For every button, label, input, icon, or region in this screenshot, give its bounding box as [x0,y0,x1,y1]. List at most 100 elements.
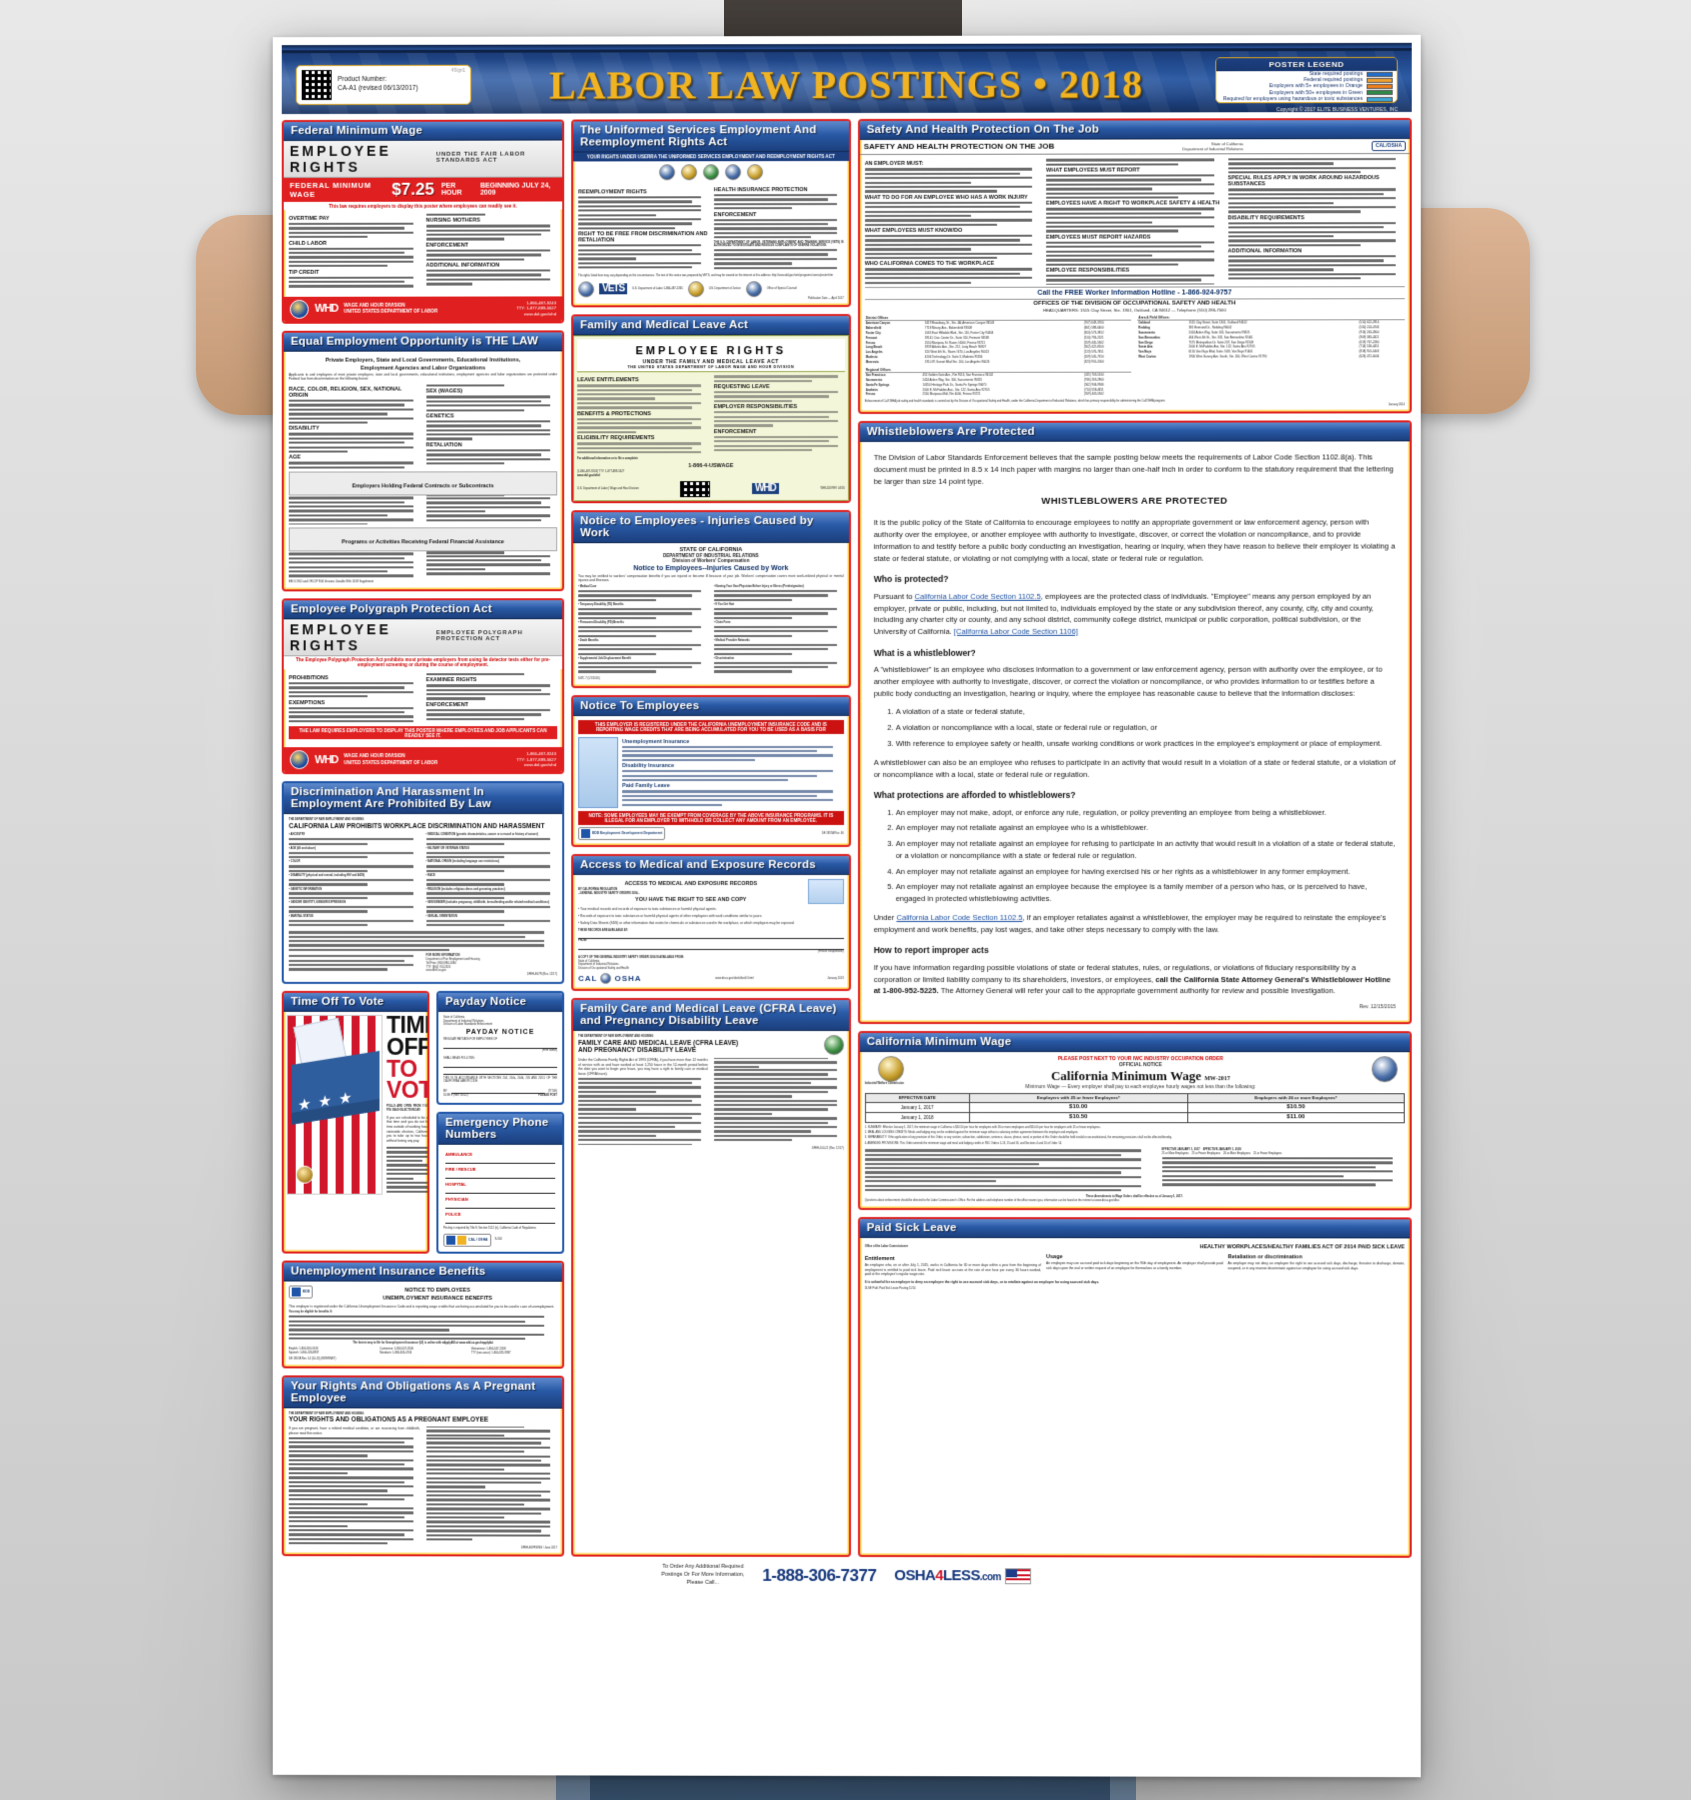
text-lines [425,1437,557,1541]
panel-paid-sick-leave: Paid Sick Leave Office of the Labor Comm… [857,1216,1412,1559]
protected-class: • ANCESTRY [288,833,305,837]
panel-emergency-phone-numbers: Emergency Phone Numbers AMBULANCE FIRE / … [436,1111,565,1254]
osha-regional-table: Regional Offices San Francisco 455 Golden… [864,366,1132,397]
banner-sub: EMPLOYEE POLYGRAPH PROTECTION ACT [436,630,523,643]
labor-code-citation-link[interactable]: [California Labor Code Section 1106] [953,626,1078,636]
payday-form: DLSE 8 (Rev. 05/22) [443,1093,468,1097]
polygraph-red-note: THE LAW REQUIRES EMPLOYERS TO DISPLAY TH… [288,726,558,740]
text-lines [425,865,557,872]
dfeh-form: DFEH-E07R (Rev. 12/17) [526,973,558,977]
agency-contact: 1-866-487-9243 TTY: 1-877-889-5627 www.d… [516,751,556,768]
ui-eapply-note: The fastest way to file for Unemployment… [352,1341,494,1346]
panel-cfra-pregnancy-disability-leave: Family Care and Medical Leave (CFRA Leav… [571,997,851,1558]
osha-section-heading: WHAT EMPLOYEES MUST KNOW/DO [864,227,963,235]
payday-input-line[interactable] [443,1060,558,1068]
wb-answer-3-list: An employer may not make, adopt, or enfo… [896,806,1396,904]
ui-phone-spanish: Spanish: 1-800-326-8937 [288,1351,320,1355]
payday-input-line[interactable] [443,1041,558,1049]
footer-brand[interactable]: OSHA4LESS.com [894,1567,1031,1585]
text-lines [288,892,420,900]
state-seal-icon [877,1055,904,1082]
text-lines [288,931,557,952]
panel-body: Private Employers, State and Local Gover… [284,351,562,589]
panel-heading: Notice To Employees [573,696,849,716]
payday-post-note: PLEASE POST [538,1093,558,1097]
access-title-4: YOU HAVE THE RIGHT TO SEE AND COPY [635,897,747,904]
section-heading: EXEMPTIONS [288,699,325,706]
panel-body: THE DEPARTMENT OF FAIR EMPLOYMENT AND HO… [284,814,562,982]
payday-input-line[interactable] [443,1067,558,1075]
text-lines [578,625,708,638]
emergency-input-line[interactable] [445,1171,556,1179]
section-heading: REEMPLOYMENT RIGHTS [578,189,647,196]
text-lines [713,589,844,602]
emergency-input-line[interactable] [445,1216,556,1224]
emergency-input-line[interactable] [445,1186,556,1194]
notice-note: NOTE: SOME EMPLOYEES MAY BE EXEMPT FROM … [578,810,844,825]
text-lines [425,838,557,845]
access-input-line[interactable] [578,943,844,951]
text-lines [1046,174,1223,199]
footer-phone[interactable]: 1-888-306-7377 [762,1565,877,1585]
wb-answer-2-list: A violation of a state or federal statut… [896,706,1396,750]
seal-icon [745,280,762,297]
text-lines [713,435,845,452]
wb-question-1: Who is protected? [873,574,949,585]
eeo-topic: DISABILITY [288,425,320,432]
legend-color-swatch [1366,90,1393,96]
area-field-office-row: West Covina 1906 West Garvey Ave. South, … [1138,354,1405,359]
osha-section-heading: EMPLOYEES MUST REPORT HAZARDS [1046,234,1151,241]
text-lines [288,1315,557,1341]
dir-seal-icon [1371,1056,1398,1083]
panel-federal-minimum-wage: Federal Minimum Wage EMPLOYEE RIGHTS UND… [281,119,565,324]
panel-body: OVERTIME PAY CHILD LABOR TIP CREDIT NURS… [284,209,562,293]
text-lines [578,244,708,269]
text-lines [288,432,420,453]
labor-code-link[interactable]: California Labor Code Section 1102.5 [914,591,1041,601]
emergency-input-line[interactable] [445,1156,556,1164]
panel-notice-to-employees: Notice To Employees THIS EMPLOYER IS REG… [571,694,851,847]
panel-employee-polygraph-protection-act: Employee Polygraph Protection Act EMPLOY… [281,598,565,775]
protected-class: • COLOR [288,860,301,864]
panel-heading: Safety And Health Protection On The Job [859,119,1410,140]
product-number: CA-A1 (revised 06/13/2017) [337,84,419,92]
banner-sub: UNDER THE FAIR LABOR STANDARDS ACT [436,151,526,164]
legend-color-swatch [1366,71,1393,77]
panel-whistleblowers-protected: Whistleblowers Are Protected The Divisio… [857,420,1412,1024]
cfra-body: Under the California Family Rights Act o… [578,1058,843,1145]
table-header-row: EFFECTIVE DATE Employers with 25 or fewer… [865,1093,1405,1103]
regional-office-row: Fresno 2550 Mariposa Mall, Rm 4000, Fresn… [865,392,1132,397]
notice-photo-placeholder [578,736,619,808]
text-lines [288,905,420,913]
osha-agency: State of California Department of Indust… [1183,141,1244,151]
wb-question-4: How to report improper acts [873,945,989,956]
edd-logo: EDD Employment Development Department [578,826,666,840]
wage-amount: $7.25 [391,179,435,199]
poster-column-3: Safety And Health Protection On The Job … [857,117,1412,1559]
section-heading: CHILD LABOR [288,240,327,247]
emergency-input-line[interactable] [445,1201,556,1209]
text-lines [864,1149,1156,1192]
injuries-header: STATE OF CALIFORNIA DEPARTMENT OF INDUST… [578,547,843,572]
psl-body: An employee may use accrued paid sick da… [1046,1261,1223,1270]
psl-heading: Usage [1046,1254,1063,1261]
protected-class: • AGE (40 and above) [288,846,316,850]
section-heading: EMPLOYER RESPONSIBILITIES [713,404,798,411]
text-lines [288,838,420,845]
access-input-line[interactable] [578,932,844,940]
panel-body: EDD NOTICE TO EMPLOYEES UNEMPLOYMENT INS… [284,1281,562,1366]
injuries-form: DWC 7 (1/1/2016) [578,676,600,680]
text-lines [578,589,708,602]
injuries-section: • Medical Provider Networks [713,638,750,643]
notice-form: DE 1857A Rev. 46 [821,831,844,835]
text-lines [713,194,844,210]
fmla-banner-sub-2: THE UNITED STATES DEPARTMENT OF LABOR WA… [627,365,795,370]
sub-header-1: 25 or More Employees [1161,1152,1189,1156]
wb-a1-pre: Pursuant to [873,591,915,601]
labor-code-link[interactable]: California Labor Code Section 1102.5 [896,912,1023,922]
camw-sub: Minimum Wage — Every employer shall pay … [1025,1083,1256,1091]
panel-heading: Time Off To Vote [283,992,428,1012]
section-heading: LEAVE ENTITLEMENTS [577,377,639,384]
wb-question-2: What is a whistleblower? [873,647,976,658]
protected-class: • SEX/GENDER (includes pregnancy, childb… [425,901,550,905]
